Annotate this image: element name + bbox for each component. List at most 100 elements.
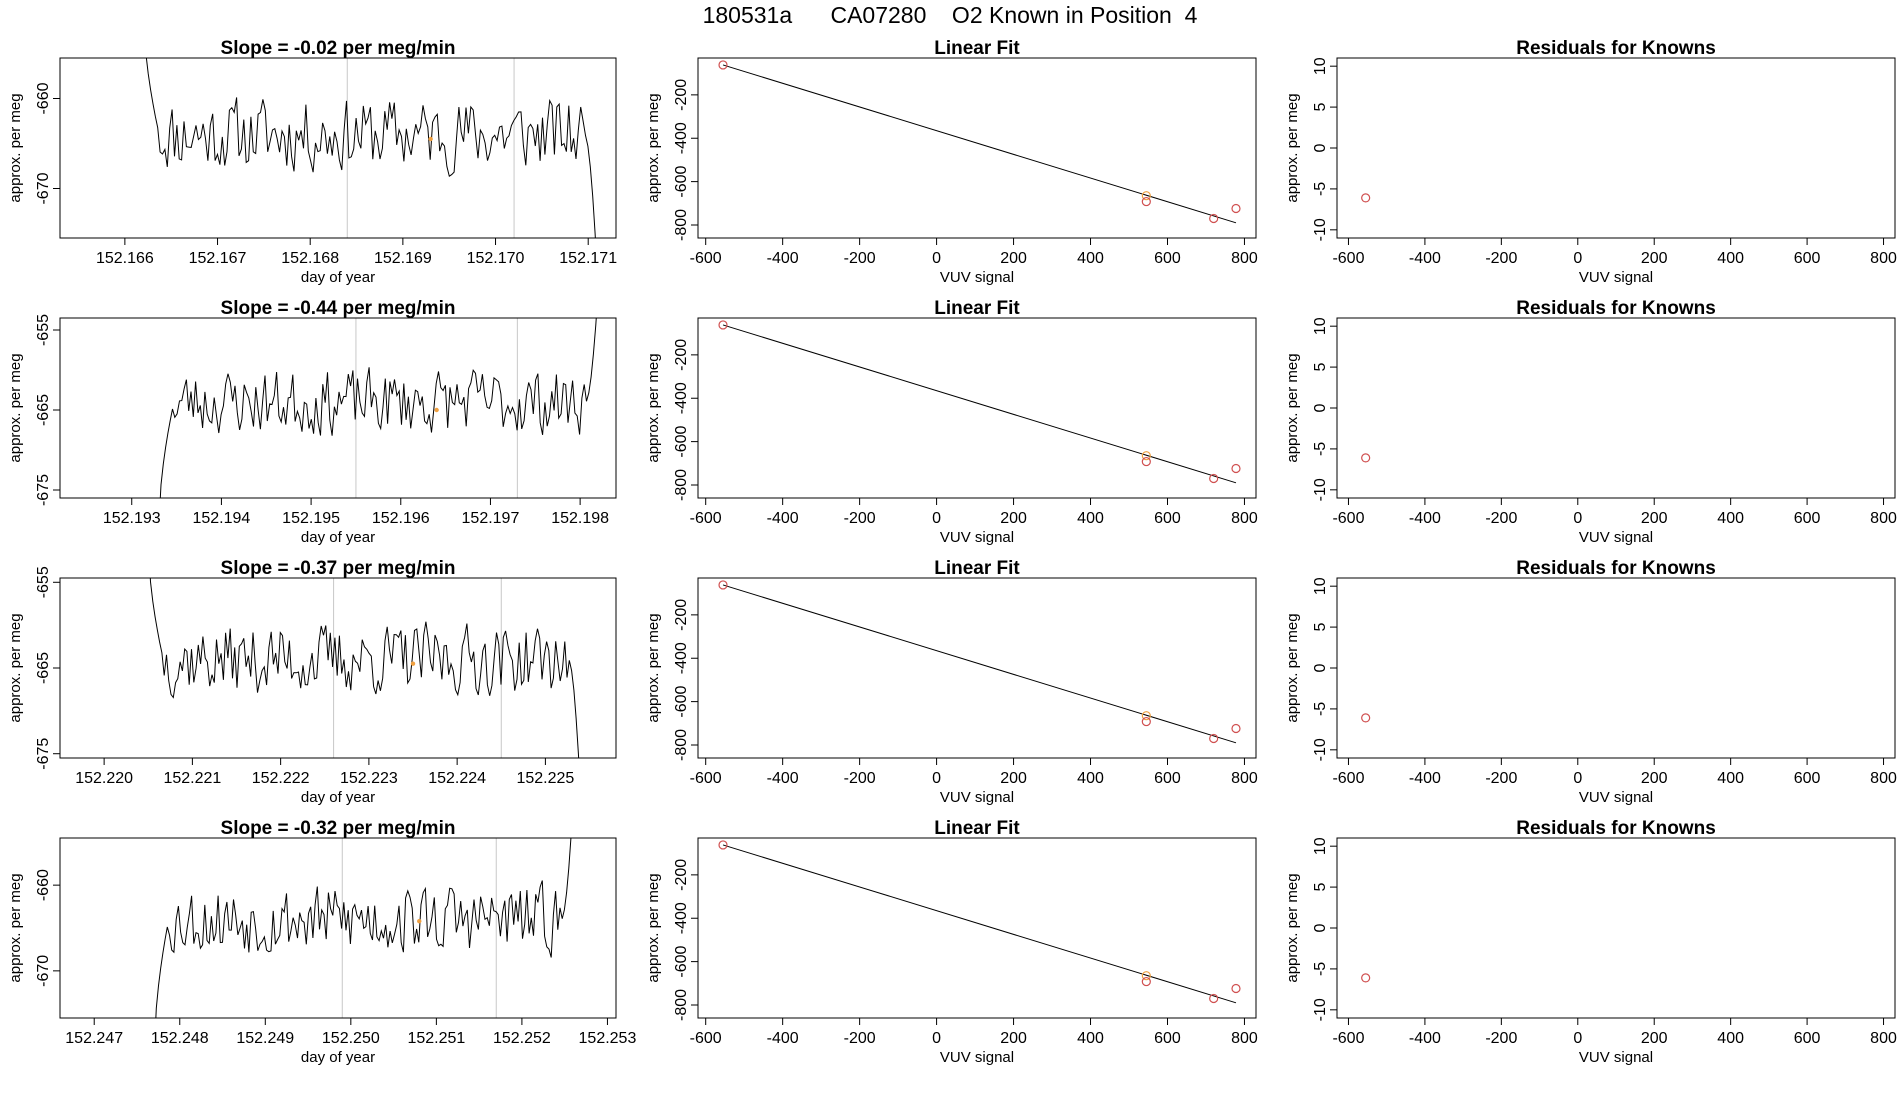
panel-title: Slope = -0.02 per meg/min bbox=[221, 38, 456, 59]
x-tick-label: 152.166 bbox=[96, 250, 154, 267]
x-tick-label: 600 bbox=[1154, 1030, 1181, 1047]
x-axis-label: VUV signal bbox=[1579, 1049, 1653, 1066]
data-point bbox=[1141, 191, 1151, 201]
y-tick-label: -5 bbox=[1312, 702, 1329, 716]
x-tick-label: 600 bbox=[1794, 770, 1821, 787]
x-tick-label: 152.221 bbox=[163, 770, 221, 787]
x-tick-label: 152.170 bbox=[467, 250, 525, 267]
y-tick-label: -10 bbox=[1312, 738, 1329, 761]
panel-title: Residuals for Knowns bbox=[1516, 298, 1716, 319]
x-tick-label: 152.252 bbox=[493, 1030, 551, 1047]
y-tick-label: -800 bbox=[673, 209, 690, 241]
x-tick-label: 800 bbox=[1231, 1030, 1258, 1047]
data-point bbox=[1209, 213, 1219, 224]
panel-4-2: Linear Fit -600 -400 -200 0 200 400 600 800 VUV s… bbox=[645, 818, 1258, 1066]
x-axis-label: VUV signal bbox=[940, 269, 1014, 286]
x-tick-label: -400 bbox=[1409, 770, 1441, 787]
x-tick-label: 400 bbox=[1717, 1030, 1744, 1047]
x-tick-label: -400 bbox=[767, 510, 799, 527]
panel-title: Residuals for Knowns bbox=[1516, 818, 1716, 839]
x-tick-label: -200 bbox=[844, 250, 876, 267]
x-tick-label: 152.250 bbox=[322, 1030, 380, 1047]
x-tick-label: 0 bbox=[932, 1030, 941, 1047]
data-point bbox=[1231, 723, 1241, 734]
plot-area bbox=[149, 578, 580, 758]
y-axis-label: approx. per meg bbox=[1284, 93, 1301, 202]
x-tick-label: -200 bbox=[1485, 510, 1517, 527]
y-tick-label: -400 bbox=[673, 642, 690, 674]
x-tick-label: 152.220 bbox=[75, 770, 133, 787]
x-tick-label: 600 bbox=[1794, 510, 1821, 527]
y-tick-label: -200 bbox=[673, 599, 690, 631]
data-point bbox=[1209, 473, 1219, 484]
data-point bbox=[1209, 733, 1219, 744]
data-point bbox=[1141, 711, 1151, 721]
data-point bbox=[1141, 971, 1151, 981]
y-tick-label: -660 bbox=[35, 869, 52, 901]
x-tick-label: -600 bbox=[690, 1030, 722, 1047]
fit-line bbox=[722, 64, 1237, 224]
plot-frame bbox=[1336, 317, 1896, 499]
x-tick-label: 152.195 bbox=[282, 510, 340, 527]
x-axis-label: day of year bbox=[301, 269, 375, 286]
x-tick-label: 152.249 bbox=[236, 1030, 294, 1047]
x-tick-label: 200 bbox=[1000, 770, 1027, 787]
y-tick-label: -600 bbox=[673, 166, 690, 198]
y-axis-label: approx. per meg bbox=[1284, 613, 1301, 722]
x-axis-label: VUV signal bbox=[940, 789, 1014, 806]
x-tick-label: 200 bbox=[1000, 1030, 1027, 1047]
x-tick-label: 200 bbox=[1641, 770, 1668, 787]
y-tick-label: -665 bbox=[35, 652, 52, 684]
y-tick-label: -600 bbox=[673, 426, 690, 458]
x-tick-label: -200 bbox=[1485, 250, 1517, 267]
x-tick-label: 800 bbox=[1870, 770, 1897, 787]
x-tick-label: -600 bbox=[690, 510, 722, 527]
y-tick-label: -400 bbox=[673, 122, 690, 154]
plot-area bbox=[1361, 453, 1371, 463]
y-axis-label: approx. per meg bbox=[645, 613, 662, 722]
x-tick-label: 0 bbox=[1573, 770, 1582, 787]
data-point bbox=[1141, 196, 1151, 207]
x-axis-label: VUV signal bbox=[1579, 529, 1653, 546]
data-point bbox=[1231, 983, 1241, 994]
x-tick-label: -200 bbox=[844, 510, 876, 527]
y-tick-label: 5 bbox=[1312, 103, 1329, 112]
panel-2-2: Linear Fit -600 -400 -200 0 200 400 600 800 VUV s… bbox=[645, 298, 1258, 546]
x-tick-label: -600 bbox=[1332, 770, 1364, 787]
y-axis-label: approx. per meg bbox=[645, 353, 662, 462]
x-tick-label: 400 bbox=[1077, 1030, 1104, 1047]
x-tick-label: 600 bbox=[1794, 250, 1821, 267]
plot-frame bbox=[1336, 577, 1896, 759]
plot-area bbox=[145, 58, 596, 238]
x-tick-label: -200 bbox=[1485, 1030, 1517, 1047]
data-point bbox=[1141, 976, 1151, 987]
y-axis-label: approx. per meg bbox=[1284, 873, 1301, 982]
y-tick-label: -400 bbox=[673, 902, 690, 934]
x-tick-label: 152.194 bbox=[192, 510, 250, 527]
x-axis-label: VUV signal bbox=[1579, 789, 1653, 806]
panel-1-1: Slope = -0.02 per meg/min 152.166 152.167 1… bbox=[7, 38, 617, 286]
y-tick-label: 10 bbox=[1312, 317, 1329, 335]
panel-2-1: Slope = -0.44 per meg/min 152.193 152.194 1… bbox=[7, 298, 617, 546]
x-tick-label: 152.251 bbox=[407, 1030, 465, 1047]
x-tick-label: -400 bbox=[767, 250, 799, 267]
data-point bbox=[1141, 451, 1151, 461]
x-tick-label: 600 bbox=[1794, 1030, 1821, 1047]
y-axis-label: approx. per meg bbox=[1284, 353, 1301, 462]
data-point bbox=[1231, 203, 1241, 214]
x-tick-label: 0 bbox=[1573, 510, 1582, 527]
x-tick-label: 0 bbox=[932, 770, 941, 787]
data-point bbox=[718, 580, 728, 590]
data-point bbox=[1361, 193, 1371, 203]
data-point bbox=[718, 320, 728, 330]
y-tick-label: 10 bbox=[1312, 837, 1329, 855]
panel-1-2: Linear Fit -600 -400 -200 0 200 400 600 800 VUV s… bbox=[645, 38, 1258, 286]
x-tick-label: 152.225 bbox=[516, 770, 574, 787]
marker-point bbox=[434, 407, 439, 413]
plot-area bbox=[1361, 713, 1371, 723]
x-axis-label: day of year bbox=[301, 789, 375, 806]
plot-area bbox=[718, 320, 1241, 484]
y-axis-label: approx. per meg bbox=[7, 613, 24, 722]
y-tick-label: -200 bbox=[673, 859, 690, 891]
x-tick-label: 800 bbox=[1870, 510, 1897, 527]
